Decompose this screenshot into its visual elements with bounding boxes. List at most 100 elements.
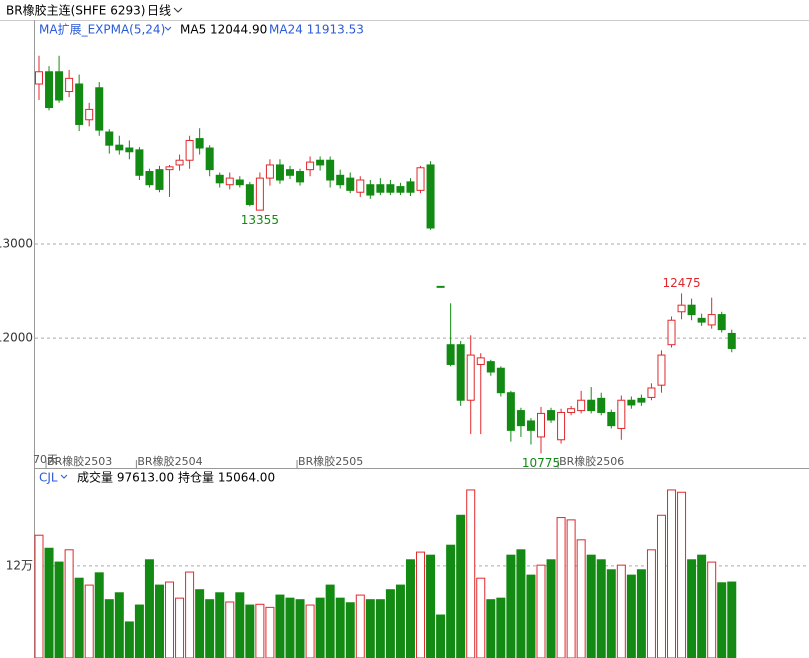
span-label: 70天 — [33, 453, 58, 466]
volume-bar — [667, 489, 677, 658]
candle-body — [406, 181, 415, 193]
candle-body — [657, 354, 666, 386]
volume-bar — [154, 584, 164, 658]
volume-bar — [426, 554, 436, 658]
volume-bar — [255, 603, 265, 658]
candle-body — [647, 387, 656, 398]
volume-bar — [245, 604, 255, 658]
candle-body — [185, 139, 194, 161]
volume-bar — [185, 571, 195, 658]
candle-body — [446, 344, 455, 365]
volume-bar — [355, 594, 365, 658]
candle-body — [225, 177, 234, 186]
x-tick-label: BR橡胶2504 — [137, 454, 202, 468]
volume-bar — [677, 491, 687, 658]
candle-body — [587, 399, 596, 412]
symbol-name[interactable]: BR橡胶主连(SHFE 6293) — [6, 3, 145, 18]
candle-body — [727, 332, 736, 349]
x-tick-label: BR橡胶2506 — [559, 454, 624, 468]
candle-body — [577, 399, 586, 412]
volume-bar — [596, 559, 606, 658]
extreme-label: 10775 — [522, 456, 560, 470]
legend-entry: MA24 11913.53 — [269, 23, 364, 37]
volume-bar — [195, 589, 205, 658]
legend-entry: MA5 12044.90 — [180, 23, 267, 37]
volume-bar — [305, 604, 315, 658]
indicator-chevron[interactable] — [164, 26, 172, 31]
legend-entry: 持仓量 15064.00 — [178, 470, 275, 485]
volume-bar — [205, 599, 215, 658]
volume-bar — [365, 599, 375, 658]
candle-body — [557, 411, 566, 441]
volume-bar — [395, 584, 405, 658]
candle-body — [526, 420, 535, 431]
volume-bar — [64, 549, 74, 658]
volume-bar — [456, 514, 466, 658]
candle-body — [316, 159, 325, 166]
volume-bar — [506, 554, 516, 658]
candle-body — [45, 71, 54, 109]
candle-body — [707, 314, 716, 326]
candle-body — [717, 314, 726, 331]
candle-body — [456, 344, 465, 401]
volume-bar — [536, 564, 546, 658]
candle-body — [326, 159, 335, 181]
candle-body — [255, 177, 264, 211]
volume-bar — [697, 554, 707, 658]
indicator-chevron[interactable] — [60, 474, 68, 479]
volume-bar — [295, 599, 305, 658]
y-tick-label: 12万 — [6, 558, 33, 572]
volume-bar — [285, 597, 295, 658]
candle-body — [516, 410, 525, 427]
volume-bar — [446, 544, 456, 658]
volume-bar — [556, 517, 566, 658]
candle-body — [496, 367, 505, 394]
volume-bar — [526, 574, 536, 658]
volume-bar — [114, 592, 124, 658]
candle-body — [75, 83, 84, 125]
volume-bar — [405, 559, 415, 658]
candle-body — [65, 77, 74, 93]
x-tick-label: BR橡胶2505 — [298, 454, 363, 468]
y-tick-label: 12000 — [0, 331, 33, 345]
candle-body — [115, 144, 124, 151]
volume-bar — [416, 551, 426, 658]
candle-body — [195, 138, 204, 149]
volume-bar — [325, 584, 335, 658]
volume-bar — [606, 569, 616, 658]
volume-bar — [225, 601, 235, 658]
volume-bar — [74, 577, 84, 658]
volume-bar — [385, 589, 395, 658]
period-chevron[interactable] — [173, 7, 183, 13]
volume-bar — [727, 581, 737, 658]
candle-body — [597, 397, 606, 413]
volume-bar — [54, 561, 64, 658]
candle-body — [376, 184, 385, 193]
volume-bar — [44, 547, 54, 658]
volume-bar — [235, 592, 245, 658]
candle-body — [637, 397, 646, 403]
volume-bar — [687, 559, 697, 658]
volume-bar — [436, 614, 446, 658]
candle-body — [396, 186, 405, 193]
candle-body — [466, 354, 475, 401]
candle-body — [537, 412, 545, 438]
candle-body — [617, 399, 626, 429]
candle-body — [386, 184, 395, 193]
candle-body — [416, 167, 425, 191]
indicator-name[interactable]: CJL — [39, 471, 58, 485]
volume-bar — [134, 604, 144, 658]
candle-body — [125, 147, 134, 153]
candle-body — [547, 410, 556, 421]
volume-bar — [94, 572, 104, 658]
candle-body — [567, 408, 576, 413]
candle-body — [697, 317, 706, 323]
candle-body — [366, 184, 375, 196]
candle-body — [155, 169, 164, 190]
period-select[interactable]: 日线 — [147, 4, 171, 18]
indicator-name[interactable]: MA扩展_EXPMA(5,24) — [39, 23, 165, 37]
volume-bar — [486, 599, 496, 658]
candle-body — [265, 164, 274, 179]
volume-bar — [275, 594, 285, 658]
